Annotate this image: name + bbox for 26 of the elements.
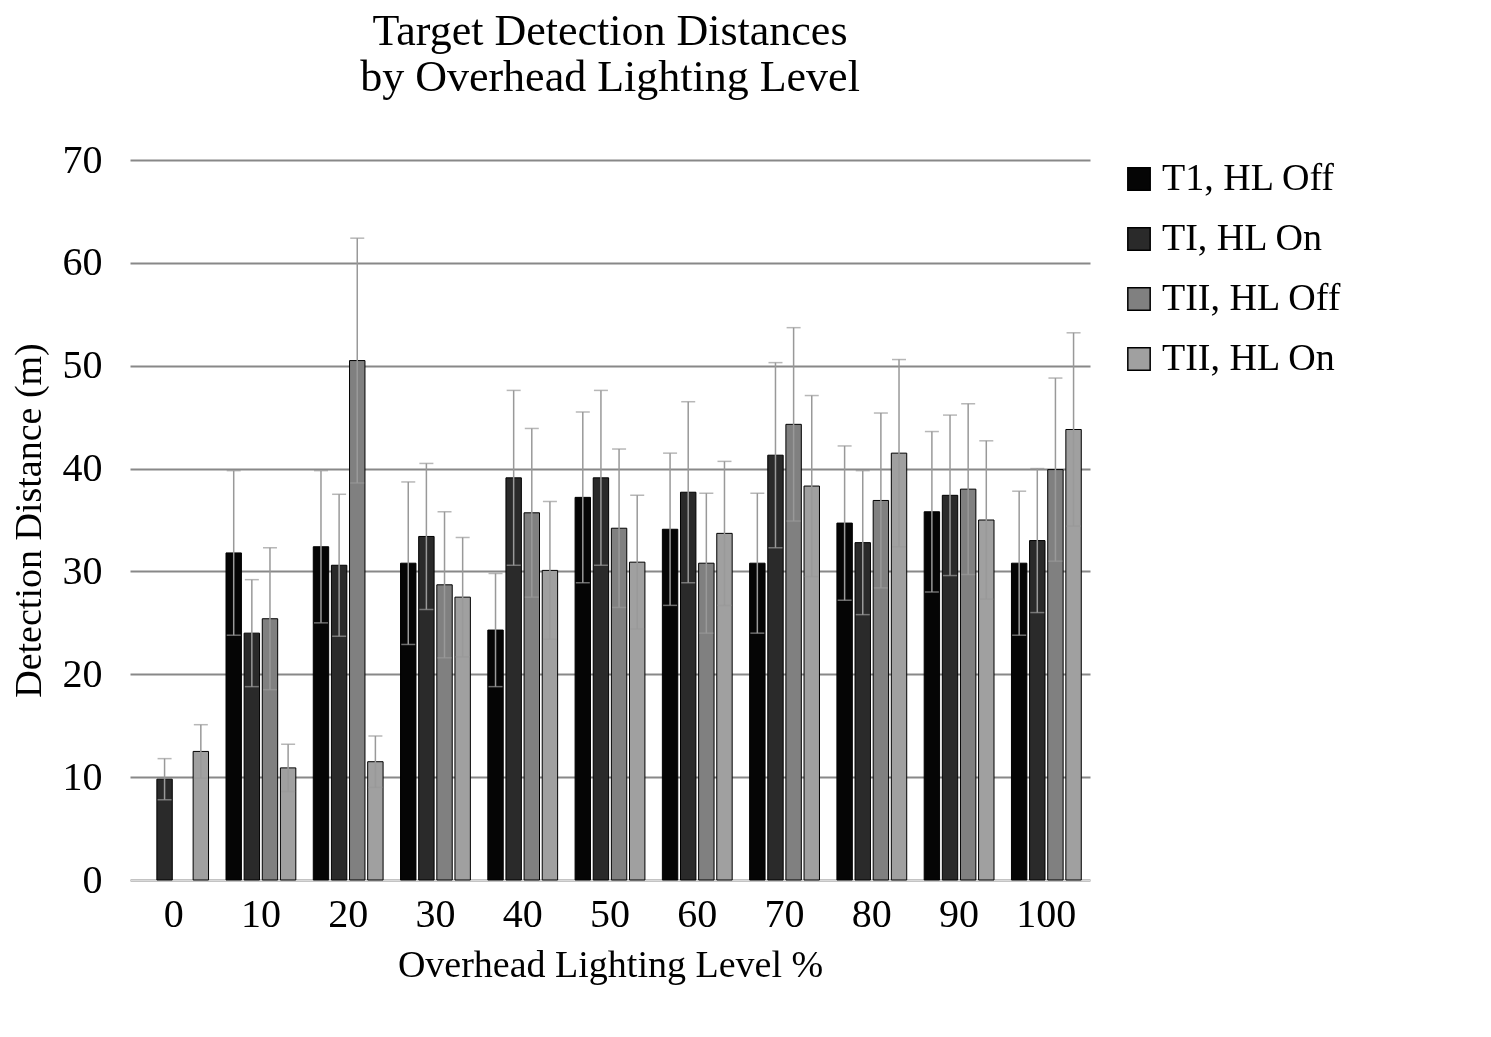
legend-label: TII, HL On [1162,336,1335,378]
x-tick-label: 50 [590,890,630,936]
x-tick-label: 100 [1016,890,1077,936]
y-tick-label: 50 [62,342,103,388]
legend-label: T1, HL Off [1162,156,1335,198]
x-tick-label: 80 [851,890,892,936]
y-tick-label: 70 [62,136,103,182]
x-axis-title: Overhead Lighting Level % [397,942,824,985]
x-tick-label: 60 [677,890,718,936]
x-tick-label: 0 [163,890,184,936]
y-tick-label: 60 [62,239,103,285]
y-tick-label: 0 [82,856,103,902]
x-tick-label: 20 [328,890,369,936]
x-tick-label: 40 [502,890,543,936]
y-tick-label: 10 [62,753,103,799]
x-tick-label: 10 [240,890,281,936]
y-tick-label: 30 [62,547,103,593]
legend-label: TII, HL Off [1162,276,1341,318]
y-tick-label: 20 [62,650,103,696]
x-tick-label: 30 [415,890,456,936]
chart-title: Target Detection Distances by Overhead Lighting Level [360,6,860,101]
legend-label: TI, HL On [1162,216,1323,258]
y-tick-label: 40 [62,445,103,491]
x-tick-label: 70 [764,890,805,936]
y-axis-title: Detection Distance (m) [6,343,50,698]
x-tick-label: 90 [939,890,980,936]
